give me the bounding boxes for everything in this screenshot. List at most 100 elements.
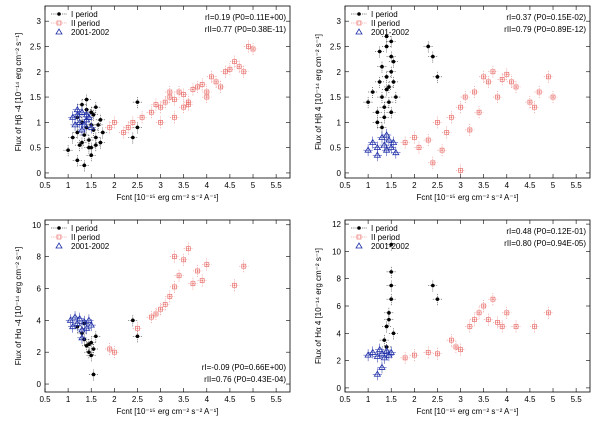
marker-square bbox=[550, 94, 556, 100]
y-tick-label: 6 bbox=[37, 284, 42, 293]
marker-center bbox=[482, 305, 485, 307]
data-point bbox=[409, 131, 419, 144]
series-3 bbox=[65, 311, 96, 344]
marker-square bbox=[402, 140, 408, 145]
marker-dot bbox=[380, 64, 384, 69]
data-point bbox=[151, 307, 161, 320]
marker-square bbox=[232, 59, 237, 64]
data-point bbox=[81, 93, 92, 106]
x-tick-label: 1 bbox=[366, 395, 371, 404]
marker-square bbox=[148, 109, 154, 115]
data-point bbox=[216, 80, 226, 93]
legend-marker bbox=[356, 20, 362, 26]
marker-dot bbox=[89, 153, 94, 158]
x-tick-label: 3.5 bbox=[178, 181, 190, 190]
legend-item-2: II period bbox=[51, 233, 100, 242]
marker-square bbox=[458, 104, 463, 110]
y-tick-label: 1.5 bbox=[30, 93, 42, 102]
marker-dot bbox=[98, 140, 103, 145]
data-point bbox=[132, 322, 143, 335]
marker-square bbox=[472, 317, 477, 323]
legend-label: I period bbox=[71, 224, 98, 233]
data-point bbox=[81, 322, 92, 335]
y-tick-label: 2.5 bbox=[30, 42, 42, 51]
data-point bbox=[239, 65, 249, 78]
data-point bbox=[372, 106, 382, 119]
data-point bbox=[155, 303, 166, 316]
marker-dot bbox=[384, 75, 389, 79]
marker-center bbox=[404, 357, 406, 359]
data-point bbox=[169, 93, 180, 106]
marker-center bbox=[155, 103, 157, 106]
x-tick-label: 4 bbox=[205, 395, 210, 404]
marker-square bbox=[162, 302, 168, 307]
marker-triangle bbox=[373, 151, 382, 158]
data-point bbox=[379, 139, 389, 152]
y-tick-label: 3 bbox=[337, 17, 342, 26]
marker-dot bbox=[82, 163, 87, 168]
data-point bbox=[423, 40, 433, 53]
marker-center bbox=[505, 312, 508, 314]
marker-center bbox=[478, 111, 480, 114]
y-tick-label: 2 bbox=[337, 68, 342, 77]
x-tick-label: 2.5 bbox=[432, 395, 444, 404]
marker-triangle bbox=[75, 118, 84, 125]
legend-item-2: II period bbox=[51, 19, 100, 28]
data-point bbox=[529, 320, 540, 333]
y-tick-label: 8 bbox=[337, 275, 342, 284]
marker-center bbox=[413, 136, 416, 139]
marker-triangle bbox=[392, 148, 400, 156]
data-point bbox=[91, 131, 101, 144]
marker-triangle bbox=[73, 319, 82, 326]
data-point bbox=[548, 91, 558, 104]
marker-triangle bbox=[364, 146, 372, 153]
data-point bbox=[363, 96, 373, 109]
data-point bbox=[188, 83, 198, 96]
x-tick-label: 4 bbox=[505, 181, 510, 190]
marker-square bbox=[199, 82, 205, 87]
marker-dot bbox=[389, 242, 394, 247]
legend-label: II period bbox=[371, 19, 400, 28]
marker-square bbox=[162, 99, 168, 105]
data-point bbox=[455, 164, 466, 177]
marker-dot bbox=[389, 110, 394, 115]
marker-center bbox=[478, 312, 480, 314]
x-tick-label: 3.5 bbox=[178, 395, 190, 404]
data-point bbox=[202, 85, 212, 99]
data-point bbox=[446, 111, 456, 124]
marker-square bbox=[246, 44, 251, 49]
data-point bbox=[118, 126, 129, 139]
y-tick-label: 10 bbox=[32, 221, 41, 230]
data-point bbox=[363, 349, 373, 362]
data-point bbox=[132, 121, 143, 134]
data-point bbox=[225, 63, 235, 76]
x-tick-label: 0.5 bbox=[39, 395, 51, 404]
marker-square bbox=[130, 120, 136, 125]
y-tick-label: 0 bbox=[337, 384, 342, 393]
legend-label: 2001-2002 bbox=[371, 28, 410, 37]
data-point bbox=[437, 144, 447, 157]
data-point bbox=[474, 306, 484, 319]
marker-dot bbox=[389, 69, 394, 74]
marker-square bbox=[121, 130, 126, 135]
marker-square bbox=[439, 147, 445, 153]
x-tick-label: 1.5 bbox=[386, 395, 398, 404]
x-tick-label: 2.5 bbox=[132, 395, 144, 404]
marker-center bbox=[164, 303, 166, 306]
data-point bbox=[77, 123, 87, 136]
panel-hb-minus4: 0.5 1 1.5 2 2.5 3 3.5 4 4.5 5 5.5 0 0.5 1 1.5 2 2.5 3 Fcnt… bbox=[14, 5, 291, 202]
data-point bbox=[375, 75, 385, 88]
marker-dot bbox=[66, 148, 70, 152]
data-point bbox=[483, 75, 493, 88]
marker-square bbox=[135, 325, 140, 331]
data-point bbox=[388, 327, 399, 340]
marker-center bbox=[141, 116, 143, 119]
legend-item-2: II period bbox=[351, 19, 400, 28]
marker-square bbox=[227, 66, 233, 72]
data-point bbox=[469, 85, 480, 99]
data-point bbox=[243, 40, 254, 53]
data-point bbox=[88, 342, 99, 356]
data-point bbox=[88, 368, 99, 381]
data-point bbox=[84, 314, 94, 327]
marker-center bbox=[173, 286, 176, 288]
